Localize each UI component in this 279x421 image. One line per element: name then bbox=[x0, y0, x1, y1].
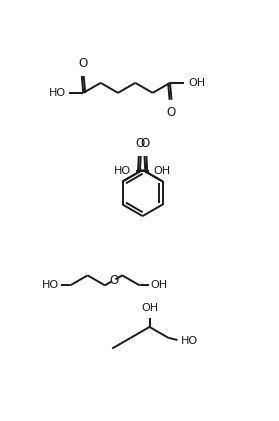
Text: OH: OH bbox=[154, 166, 171, 176]
Text: HO: HO bbox=[49, 88, 66, 98]
Text: HO: HO bbox=[181, 336, 198, 346]
Text: O: O bbox=[166, 106, 175, 119]
Text: OH: OH bbox=[141, 303, 158, 313]
Text: HO: HO bbox=[42, 280, 59, 290]
Text: OH: OH bbox=[189, 78, 206, 88]
Text: O: O bbox=[78, 57, 87, 70]
Text: O: O bbox=[141, 137, 150, 150]
Text: HO: HO bbox=[114, 166, 131, 176]
Text: O: O bbox=[135, 137, 145, 150]
Text: O: O bbox=[109, 274, 118, 287]
Text: OH: OH bbox=[150, 280, 167, 290]
